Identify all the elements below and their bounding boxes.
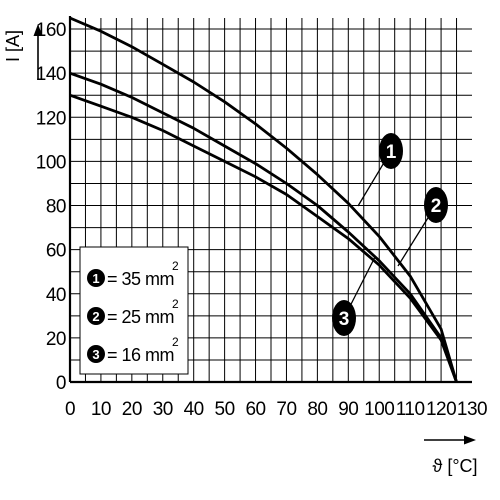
callout-label-3: 3: [339, 309, 350, 330]
x-tick-label: 110: [396, 399, 425, 420]
x-tick-label: 130: [457, 399, 487, 420]
legend-badge-label-2: 2: [92, 309, 99, 324]
y-tick-label: 160: [36, 20, 66, 41]
series-line-3: [69, 93, 458, 383]
x-tick-label: 120: [426, 399, 456, 420]
x-axis-label: ϑ [°C]: [432, 456, 477, 476]
callout-label-2: 2: [431, 196, 442, 217]
legend-badge-2: [87, 307, 105, 325]
x-tick-label: 20: [122, 399, 142, 420]
x-tick-label: 90: [338, 399, 358, 420]
legend-label-3: = 16 mm: [107, 345, 174, 365]
x-axis-arrow-head: [464, 435, 476, 445]
y-tick-label: 140: [36, 64, 66, 85]
callout-badge-2: [424, 187, 448, 223]
legend-badge-1: [87, 269, 105, 287]
legend-label-1: = 35 mm: [107, 269, 174, 289]
tick-labels: 0 10 20 30 40 50 60 70 80 90 100 110 120 130020406080…: [36, 20, 488, 420]
y-tick-label: 60: [46, 241, 66, 262]
legend-superscript-1: 2: [172, 259, 179, 273]
y-tick-label: 40: [46, 285, 66, 306]
x-tick-label: 60: [245, 399, 265, 420]
callout-badge-1: [379, 133, 403, 169]
y-tick-label: 0: [56, 373, 66, 394]
axis-labels: I [A] ϑ [°C]: [3, 30, 478, 476]
callouts: 1 2 3: [332, 133, 448, 336]
legend-badge-3: [87, 345, 105, 363]
legend-label-2: = 25 mm: [107, 307, 174, 327]
x-tick-label: 30: [153, 399, 173, 420]
x-tick-label: 10: [91, 399, 111, 420]
x-tick-label: 100: [364, 399, 394, 420]
y-tick-label: 120: [36, 108, 66, 129]
axes: [33, 16, 476, 445]
legend-superscript-3: 2: [172, 335, 179, 349]
legend-superscript-2: 2: [172, 297, 179, 311]
legend-badge-label-1: 1: [92, 271, 99, 286]
x-tick-label: 0: [65, 399, 75, 420]
series-lines: [69, 16, 458, 383]
x-tick-label: 80: [307, 399, 327, 420]
y-tick-label: 20: [46, 329, 66, 350]
legend-badge-label-3: 3: [92, 347, 99, 362]
callout-badge-3: [332, 300, 356, 336]
x-tick-label: 40: [184, 399, 204, 420]
series-line-2: [69, 71, 458, 383]
y-axis-label: I [A]: [3, 30, 23, 62]
x-tick-label: 70: [276, 399, 296, 420]
y-tick-label: 80: [46, 197, 66, 218]
y-tick-label: 100: [36, 152, 66, 173]
series-line-1: [69, 16, 458, 383]
callout-label-1: 1: [386, 142, 397, 163]
x-tick-label: 50: [215, 399, 235, 420]
y-axis-arrow-head: [33, 24, 43, 36]
